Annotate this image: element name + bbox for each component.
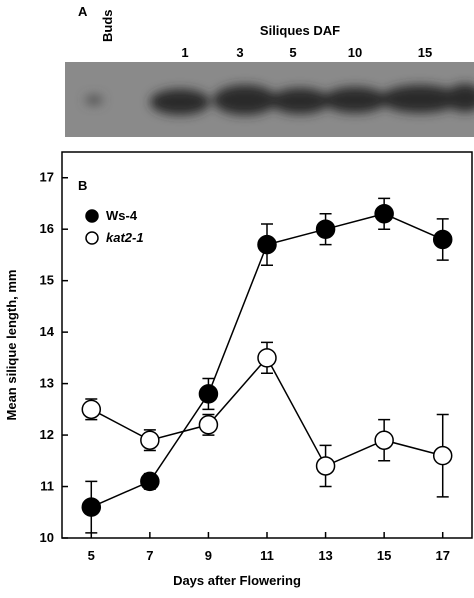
marker bbox=[315, 456, 336, 476]
marker bbox=[315, 219, 336, 239]
y-tick-label: 17 bbox=[40, 170, 54, 185]
marker bbox=[257, 348, 277, 368]
y-tick-label: 14 bbox=[40, 324, 55, 339]
marker bbox=[257, 234, 277, 255]
marker bbox=[81, 399, 102, 420]
x-tick-label: 9 bbox=[205, 548, 212, 563]
x-tick-label: 7 bbox=[146, 548, 153, 563]
lane-label: 10 bbox=[348, 45, 362, 60]
gel-title: Siliques DAF bbox=[260, 23, 340, 38]
x-tick-label: 13 bbox=[318, 548, 332, 563]
marker bbox=[374, 204, 394, 224]
marker bbox=[432, 229, 453, 250]
y-tick-label: 11 bbox=[40, 479, 54, 494]
y-axis-label: Mean silique length, mm bbox=[4, 270, 19, 421]
buds-label: Buds bbox=[100, 10, 115, 43]
x-axis-label: Days after Flowering bbox=[173, 573, 301, 588]
x-tick-label: 17 bbox=[435, 548, 449, 563]
panel-a-label: A bbox=[78, 4, 88, 19]
marker bbox=[81, 497, 102, 517]
marker bbox=[198, 415, 219, 435]
gel bbox=[65, 62, 474, 137]
series-line bbox=[90, 356, 443, 467]
x-tick-label: 5 bbox=[88, 548, 95, 563]
marker bbox=[198, 384, 219, 404]
plot: 10 11 12 13 14 15 16 17 5 7 9 11 13 15 17 Ws-4 kat2-1 bbox=[40, 170, 453, 563]
legend-marker bbox=[85, 209, 99, 223]
legend-marker bbox=[85, 231, 99, 245]
x-tick-label: 15 bbox=[377, 548, 391, 563]
lane-label: 15 bbox=[418, 45, 432, 60]
lane-label: 5 bbox=[289, 45, 296, 60]
lane-label: 3 bbox=[236, 45, 243, 60]
x-tick-label: 11 bbox=[260, 548, 274, 563]
marker bbox=[432, 445, 453, 466]
y-tick-label: 15 bbox=[40, 273, 54, 288]
marker bbox=[140, 471, 160, 492]
lane-label: 1 bbox=[181, 45, 188, 60]
legend-label: Ws-4 bbox=[106, 208, 138, 223]
y-tick-label: 16 bbox=[40, 221, 54, 236]
lane-labels: 1 3 5 10 15 bbox=[181, 45, 432, 60]
panel-b-label: B bbox=[78, 178, 87, 193]
marker bbox=[140, 430, 160, 450]
y-tick-label: 13 bbox=[40, 376, 54, 391]
y-tick-label: 12 bbox=[40, 427, 54, 442]
marker bbox=[374, 430, 394, 450]
y-tick-label: 10 bbox=[40, 530, 54, 545]
gel-bands bbox=[85, 84, 474, 115]
legend-label: kat2-1 bbox=[106, 230, 144, 245]
